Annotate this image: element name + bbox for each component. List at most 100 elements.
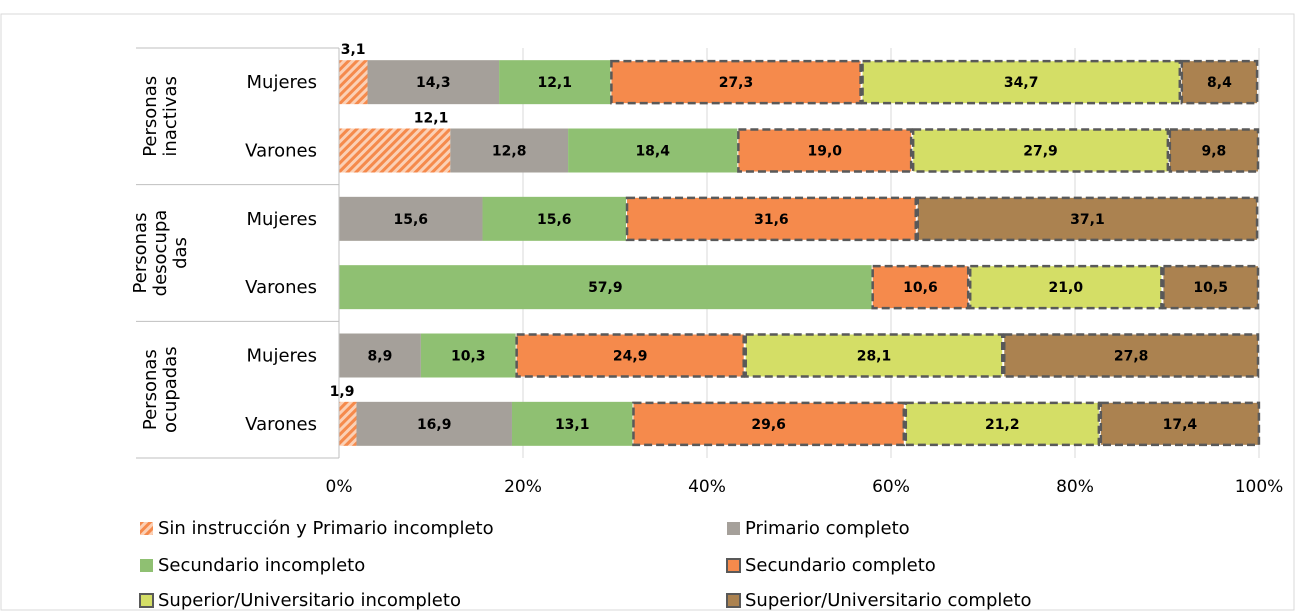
data-label: 19,0 [807,144,842,160]
legend-label: Secundario incompleto [158,555,365,576]
x-tick-label: 20% [504,477,542,497]
data-label: 28,1 [857,349,892,365]
bar-segment [499,60,611,105]
bar-segment [1099,401,1261,447]
legend-swatch [139,593,154,608]
data-label: 8,9 [368,349,393,365]
category-label: Mujeres [247,209,317,230]
bar-segment [904,401,1101,447]
bar-segment [511,401,633,446]
legend-swatch [726,558,741,573]
group-label-line: ocupadas [160,346,181,433]
data-label: 1,9 [330,384,355,400]
group-label-line: das [170,237,191,269]
group-label-line: inactivas [160,76,181,156]
x-tick-label: 100% [1235,477,1284,497]
x-tick-label: 80% [1056,477,1094,497]
bar-segment [1162,264,1260,310]
bar-segment [515,333,745,378]
x-tick-label: 60% [872,477,910,497]
data-label: 12,1 [414,111,449,127]
group-label-line: desocupa [150,210,171,297]
data-label: 24,9 [613,349,648,365]
bar-segment [737,128,913,173]
legend-label: Primario completo [745,518,910,539]
category-label: Varones [245,141,317,162]
x-tick-label: 40% [688,477,726,497]
data-label: 12,8 [492,144,527,160]
bar-segment [916,196,1259,242]
bar-segment [632,401,906,447]
gridlines [522,48,1260,458]
bar-segment [871,264,970,310]
bar-segment [339,196,483,241]
bar-segment [339,333,421,378]
bar-segment [610,59,862,105]
group-label-line: Personas [140,349,161,430]
group-label: Personas ocupadas [140,346,181,433]
data-label: 31,6 [754,212,789,228]
legend-swatch [140,522,153,535]
group-label: Personas inactivas [140,76,181,157]
bar-segment [1002,333,1260,378]
data-label: 10,6 [903,280,938,296]
data-label: 14,3 [416,75,451,91]
group-label-line: Personas [140,76,161,157]
data-label: 9,8 [1202,144,1227,160]
group-label: Personas desocupa das [130,210,191,297]
x-tick-label: 0% [326,477,353,497]
data-label: 13,1 [555,417,590,433]
data-label: 21,2 [985,417,1020,433]
bar-segment [911,128,1170,173]
bar-segment [339,265,872,310]
data-label: 3,1 [341,42,366,58]
legend-swatch [140,559,153,572]
bars: 3,1 14,3 12,1 27,3 34,7 8,4 12,1 12,8 18,4 19,0 27… [330,42,1261,447]
legend-swatch [727,522,740,535]
data-label: 29,6 [751,417,786,433]
bar-segment [625,196,918,242]
bar-segment [482,196,627,241]
category-axis: Mujeres Varones Mujeres Varones Mujeres Varon… [130,47,340,459]
bar-segment [420,333,516,378]
category-label: Mujeres [247,346,317,367]
chart-frame [0,13,1295,611]
bar-segment [568,128,738,173]
data-label: 27,9 [1023,144,1058,160]
bar-segment [356,401,512,446]
category-label: Mujeres [247,72,317,93]
bar-segment [861,59,1182,105]
legend-label: Superior/Universitario completo [745,590,1032,611]
data-label: 18,4 [635,144,670,160]
x-axis-ticks: 0% 20% 40% 60% 80% 100% [326,477,1284,497]
category-label: Varones [245,414,317,435]
bar-segment [367,60,500,105]
legend-label: Sin instrucción y Primario incompleto [158,518,494,539]
data-label: 37,1 [1070,212,1105,228]
legend-label: Superior/Universitario incompleto [158,590,461,611]
legend-label: Secundario completo [745,555,936,576]
data-label: 15,6 [537,212,572,228]
data-label: 34,7 [1004,75,1039,91]
data-label: 8,4 [1207,75,1232,91]
data-label: 15,6 [393,212,428,228]
bar-segment [339,401,357,446]
legend-swatch [726,593,741,608]
bar-segment [450,128,569,173]
data-label: 10,5 [1193,280,1228,296]
data-label: 17,4 [1163,417,1198,433]
bar-segment [744,333,1004,378]
bar-segment [968,264,1163,310]
data-label: 27,8 [1114,349,1149,365]
data-label: 16,9 [417,417,452,433]
data-label: 10,3 [451,349,486,365]
bar-segment [1168,128,1260,173]
bar-segment [339,60,368,105]
group-label-line: Personas [130,213,151,294]
data-label: 21,0 [1049,280,1084,296]
bar-segment [1180,59,1259,105]
data-label: 57,9 [588,280,623,296]
category-label: Varones [245,277,317,298]
